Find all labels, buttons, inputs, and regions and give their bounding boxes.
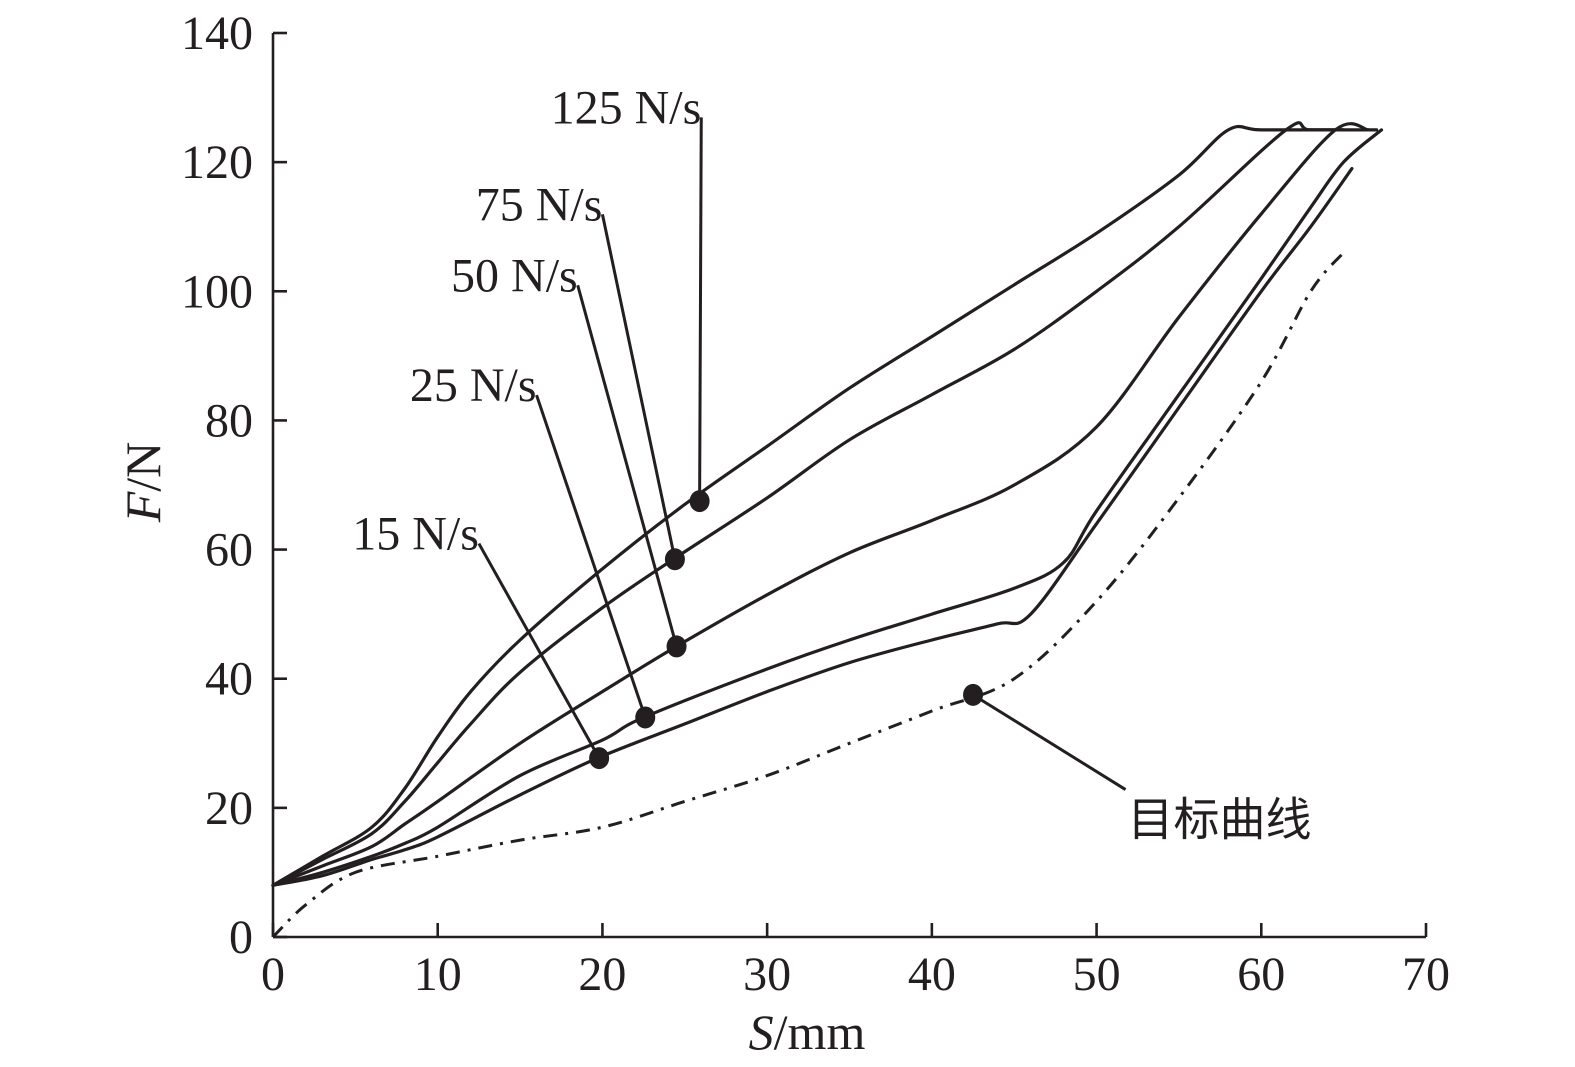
x-tick-label: 10	[414, 948, 462, 1001]
x-tick-label: 0	[261, 948, 285, 1001]
callout-layer: 125 N/s 75 N/s 50 N/s 25 N/s 15 N/s 目标曲线	[352, 81, 1311, 846]
series-label-75: 75 N/s	[476, 178, 603, 231]
y-tick-label: 80	[205, 394, 253, 447]
x-tick-label: 50	[1073, 948, 1121, 1001]
series-line-125	[271, 124, 1346, 887]
y-tick-label: 100	[181, 265, 253, 318]
leader-line-15	[477, 542, 601, 759]
leader-line-50	[576, 284, 678, 647]
x-tick-label: 60	[1237, 948, 1285, 1001]
y-tick-label: 0	[229, 911, 253, 964]
series-line-75	[271, 121, 1379, 887]
series-label-target: 目标曲线	[1128, 793, 1312, 847]
y-axis-title: F/N	[115, 442, 171, 524]
series-line-15	[271, 167, 1354, 887]
series-layer	[271, 121, 1384, 939]
series-label-15: 15 N/s	[352, 508, 479, 561]
leader-line-75	[600, 213, 677, 560]
x-tick-label: 20	[578, 948, 626, 1001]
series-line-25	[271, 128, 1384, 887]
series-line-50	[271, 122, 1370, 887]
series-label-125: 125 N/s	[551, 81, 702, 134]
leader-line-target	[972, 693, 1127, 791]
series-label-25: 25 N/s	[410, 359, 537, 412]
y-tick-label: 40	[205, 653, 253, 706]
x-axis-title: S/mm	[749, 1004, 866, 1060]
y-tick-label: 60	[205, 524, 253, 577]
series-line-target	[271, 251, 1345, 939]
y-tick-label: 140	[181, 7, 253, 60]
x-ticks: 0 10 20 30 40 50 60 70	[261, 923, 1450, 1001]
y-ticks: 0 20 40 60 80 100 120 140	[181, 7, 287, 964]
series-label-50: 50 N/s	[451, 249, 578, 302]
x-tick-label: 70	[1402, 948, 1450, 1001]
leader-line-125	[698, 117, 703, 502]
y-tick-label: 20	[205, 782, 253, 835]
x-tick-label: 30	[743, 948, 791, 1001]
leader-line-25	[535, 394, 647, 718]
y-tick-label: 120	[181, 136, 253, 189]
x-tick-label: 40	[908, 948, 956, 1001]
